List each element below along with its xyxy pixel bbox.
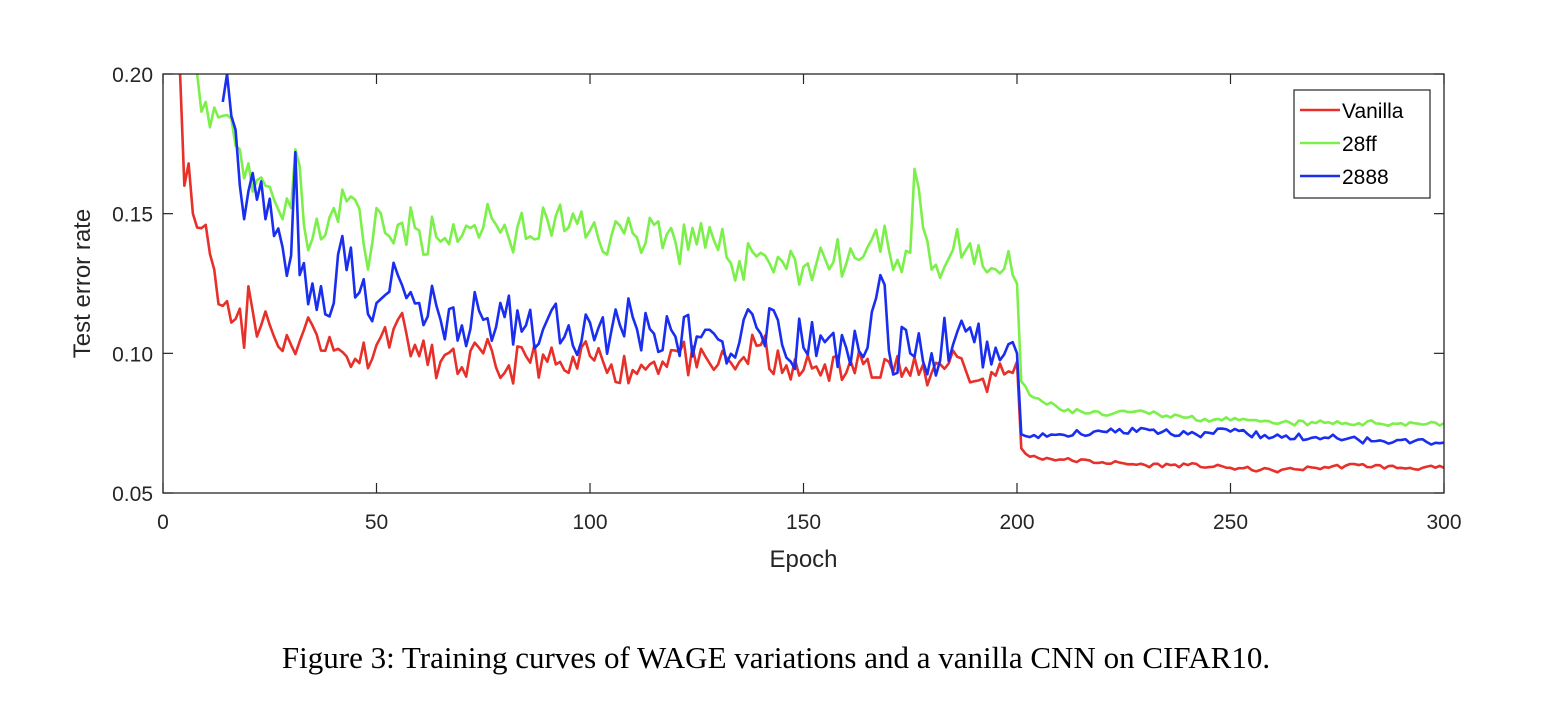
legend: Vanilla 28ff 2888 — [1293, 89, 1431, 199]
legend-label-2888: 2888 — [1342, 166, 1389, 189]
y-tick-label: 0.10 — [112, 343, 153, 366]
x-tick-label: 0 — [157, 511, 169, 534]
test-error-line-chart: 0 50 100 150 200 250 300 0.05 0.10 0.15 0.20 Epoch… — [69, 64, 1462, 573]
x-tick-label: 50 — [365, 511, 388, 534]
y-tick-label: 0.15 — [112, 204, 153, 227]
x-tick-label: 300 — [1426, 511, 1461, 534]
y-tick-label: 0.20 — [112, 64, 153, 87]
y-axis-label: Test error rate — [69, 209, 96, 358]
ticks-layer: 0 50 100 150 200 250 300 0.05 0.10 0.15 0.20 — [112, 64, 1461, 534]
series-line-28ff — [195, 74, 1444, 427]
y-tick-label: 0.05 — [112, 483, 153, 506]
x-tick-label: 100 — [572, 511, 607, 534]
x-axis-label: Epoch — [769, 546, 837, 573]
x-tick-label: 150 — [786, 511, 821, 534]
figure-caption: Figure 3: Training curves of WAGE variat… — [281, 640, 1271, 675]
legend-label-28ff: 28ff — [1342, 133, 1377, 156]
legend-label-vanilla: Vanilla — [1342, 100, 1404, 123]
series-line-2888 — [221, 74, 1444, 446]
x-tick-label: 200 — [999, 511, 1034, 534]
x-tick-label: 250 — [1213, 511, 1248, 534]
series-line-vanilla — [178, 74, 1444, 474]
series-layer — [178, 74, 1444, 474]
